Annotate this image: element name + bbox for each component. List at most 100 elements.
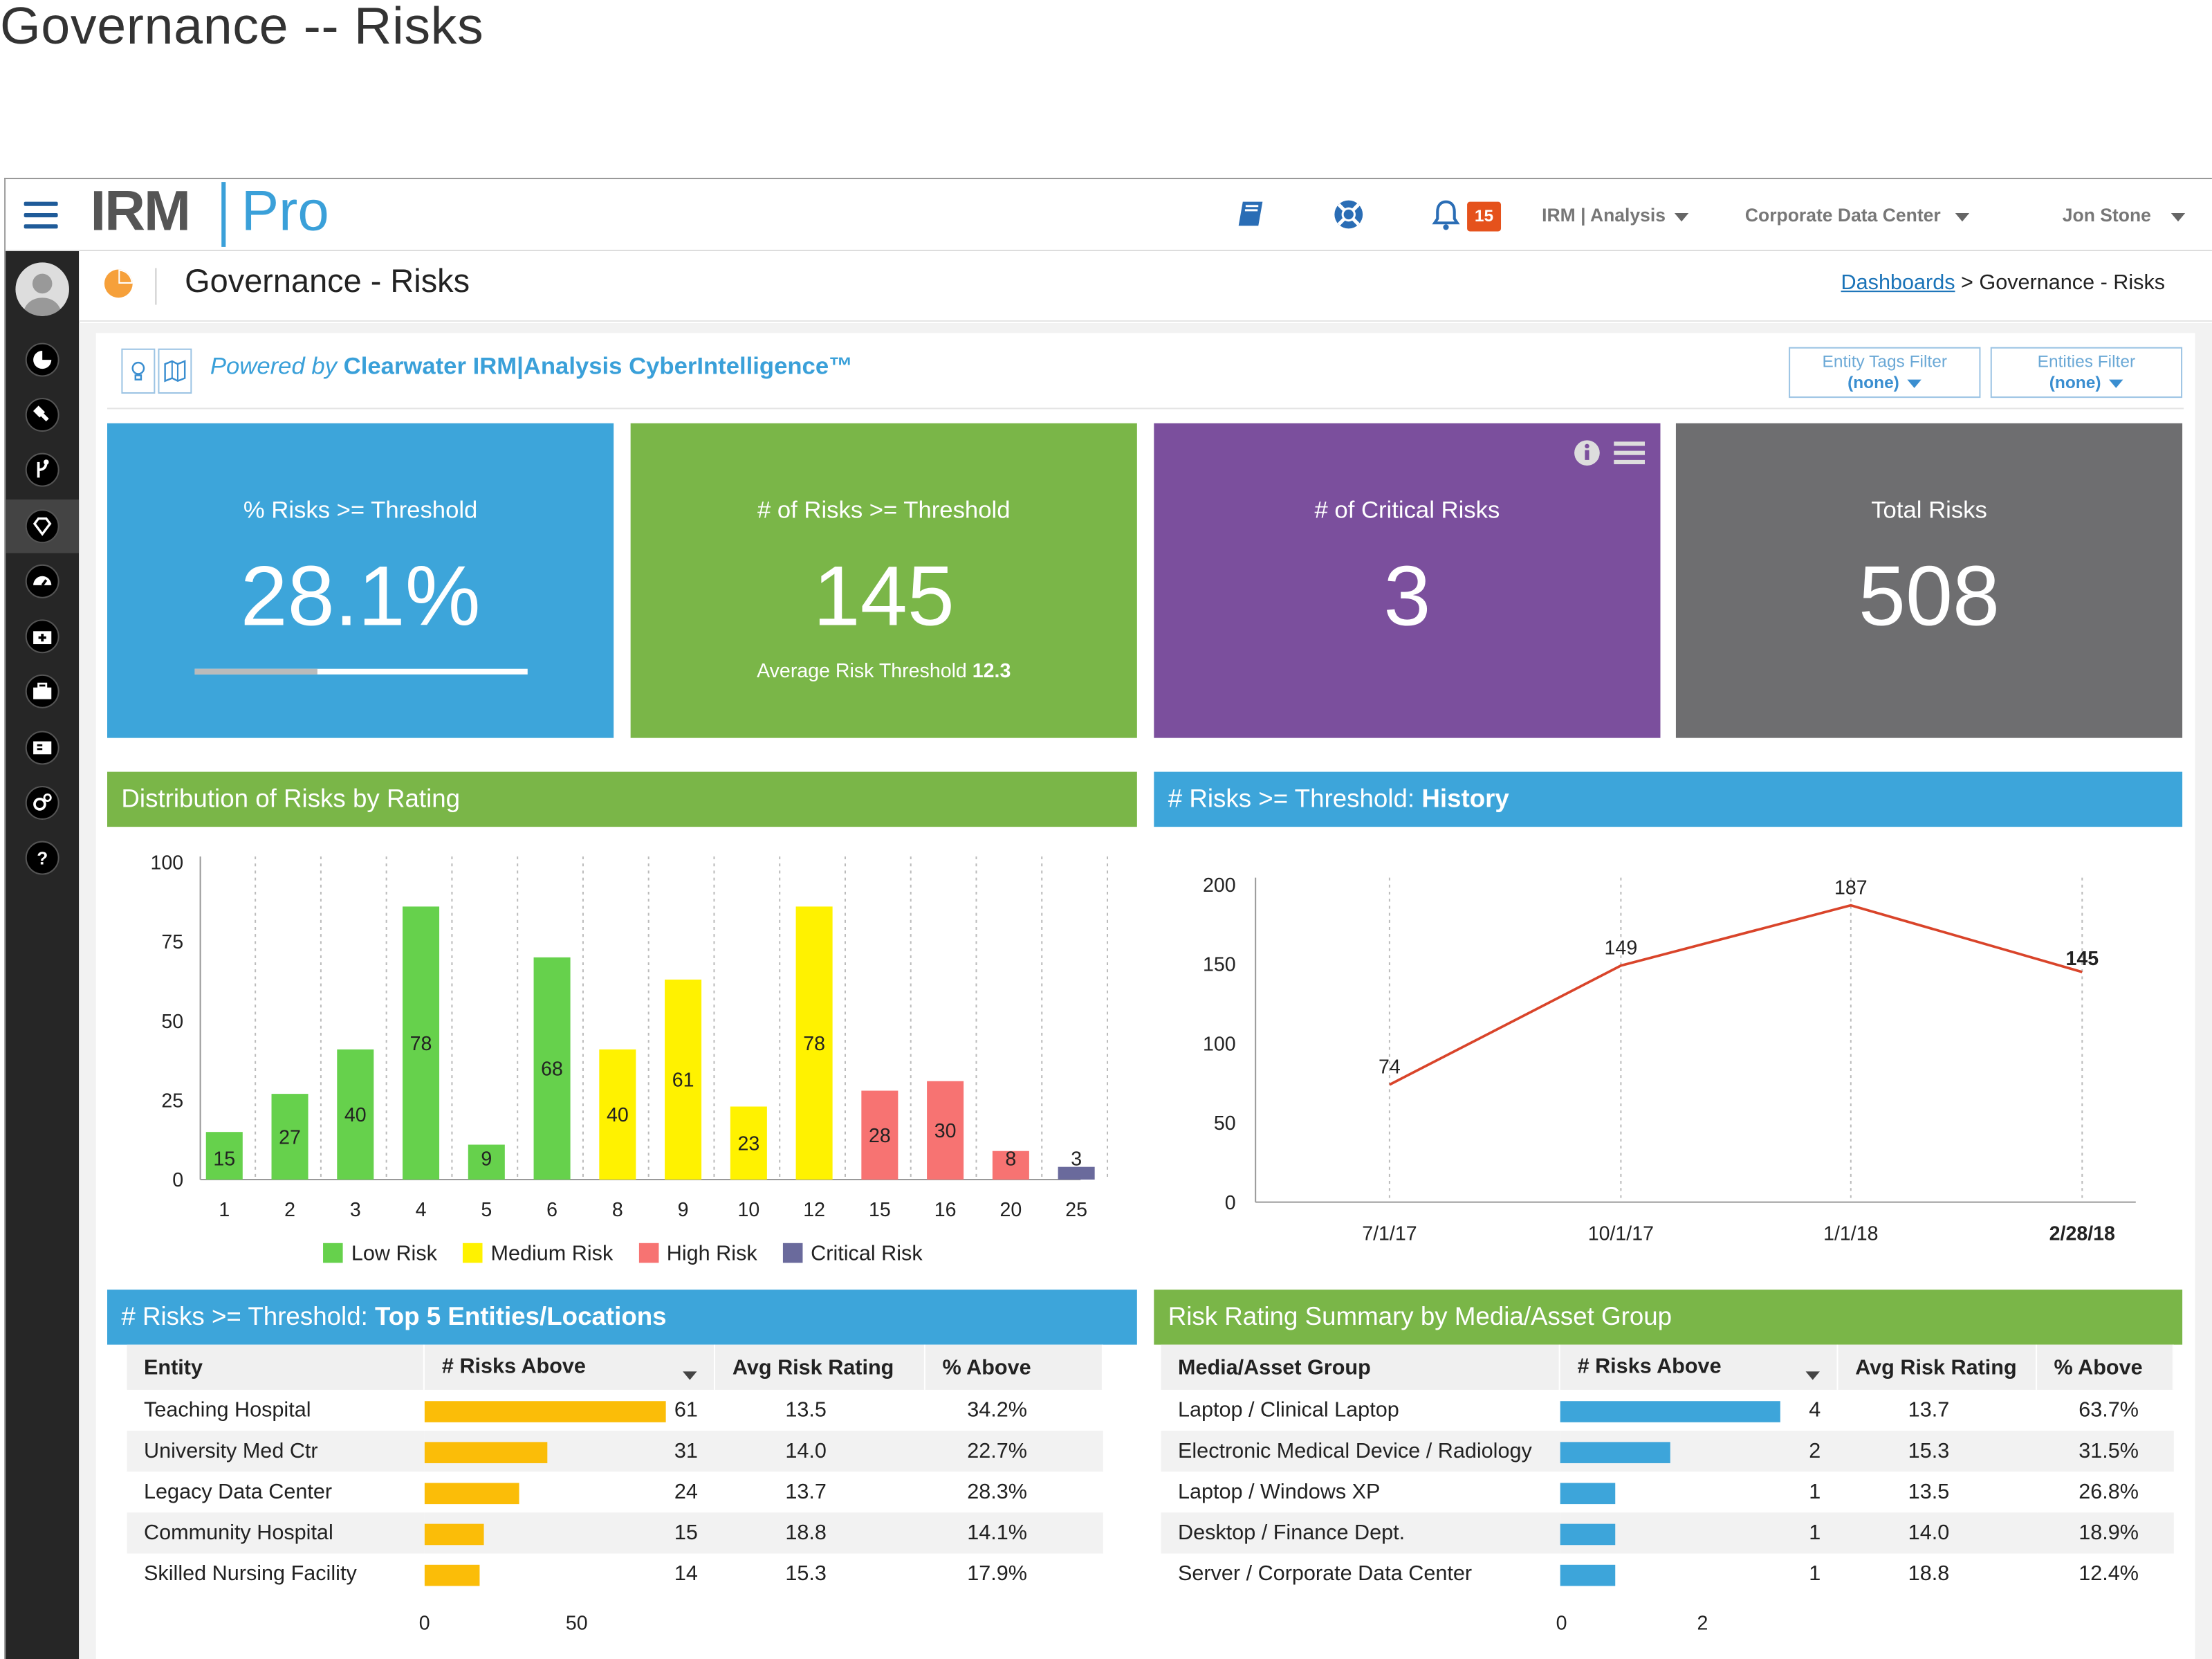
column-header-avg-rating[interactable]: Avg Risk Rating — [1837, 1344, 2038, 1390]
column-header-label: # Risks Above — [1577, 1354, 1722, 1379]
info-icon[interactable] — [1573, 439, 1601, 467]
cell-avg: 14.0 — [715, 1431, 925, 1472]
bar[interactable] — [271, 1094, 308, 1180]
bar[interactable] — [468, 1144, 505, 1180]
count-label: 61 — [674, 1398, 698, 1422]
bar-data-label: 61 — [672, 1070, 694, 1092]
bar-data-label: 68 — [541, 1058, 563, 1081]
map-icon[interactable] — [158, 348, 192, 394]
bar[interactable] — [403, 906, 440, 1180]
x-tick-label: 5 — [481, 1199, 492, 1221]
user-menu[interactable]: Jon Stone — [2063, 205, 2185, 226]
lifebuoy-icon[interactable] — [1331, 198, 1365, 232]
entities-filter[interactable]: Entities Filter (none) — [1990, 347, 2183, 398]
legend-item[interactable]: Low Risk — [323, 1241, 437, 1266]
tile-total-risks[interactable]: Total Risks 508 — [1675, 423, 2183, 738]
sidebar-gauge-icon[interactable] — [25, 564, 59, 598]
table-row[interactable]: Laptop / Clinical Laptop 4 13.7 63.7% — [1161, 1390, 2173, 1431]
cell-avg: 13.5 — [785, 1398, 827, 1422]
cell-bar-count: 24 — [424, 1472, 715, 1512]
column-header-pct-above[interactable]: % Above — [2036, 1344, 2174, 1390]
cell-bar-count: 2 — [1560, 1431, 1838, 1472]
entity-tags-filter[interactable]: Entity Tags Filter (none) — [1789, 347, 1981, 398]
bar[interactable] — [205, 1132, 243, 1180]
tile-label: # of Critical Risks — [1314, 496, 1500, 524]
tile-risks-threshold-count[interactable]: # of Risks >= Threshold 145 Average Risk… — [630, 423, 1137, 738]
count-label: 1 — [1809, 1521, 1821, 1546]
sidebar-idcard-icon[interactable] — [25, 731, 59, 765]
app-frame — [4, 177, 2212, 1659]
bar[interactable] — [665, 979, 702, 1180]
table-row[interactable]: Electronic Medical Device / Radiology 2 15… — [1161, 1431, 2173, 1472]
history-chart: 0 50 100 150 200 74 7/1/17 149 10/1/17 187 1/1/18 1… — [1203, 874, 2136, 1245]
location-menu[interactable]: Corporate Data Center — [1745, 205, 1969, 226]
tile-pct-risks-threshold[interactable]: % Risks >= Threshold 28.1% — [107, 423, 614, 738]
column-header-pct-above[interactable]: % Above — [925, 1344, 1103, 1390]
column-header-media-group[interactable]: Media/Asset Group — [1161, 1344, 1561, 1390]
sidebar-help-icon[interactable]: ? — [25, 841, 59, 875]
breadcrumb-dashboards-link[interactable]: Dashboards — [1841, 271, 1955, 295]
legend-item[interactable]: High Risk — [638, 1242, 757, 1265]
chevron-down-icon — [2109, 379, 2124, 388]
sidebar-briefcase-icon[interactable] — [25, 674, 59, 708]
x-tick-label: 2 — [284, 1199, 295, 1221]
sidebar-branch-icon[interactable] — [25, 452, 59, 487]
table-row[interactable]: Desktop / Finance Dept. 1 14.0 18.9% — [1161, 1512, 2173, 1554]
lightbulb-icon[interactable] — [121, 348, 156, 394]
bar[interactable] — [861, 1090, 898, 1180]
avatar[interactable] — [15, 262, 69, 316]
sidebar-medkit-icon[interactable] — [25, 619, 59, 654]
column-header-risks-above[interactable]: # Risks Above — [424, 1344, 716, 1390]
sidebar-diamond-icon[interactable] — [25, 509, 59, 544]
bar-data-label: 23 — [737, 1133, 759, 1155]
svg-text:?: ? — [37, 847, 48, 868]
cell-pct: 14.1% — [925, 1512, 1103, 1554]
table-row[interactable]: Skilled Nursing Facility 14 15.3 17.9% — [127, 1553, 1103, 1594]
table-row[interactable]: Legacy Data Center 24 13.7 28.3% — [127, 1472, 1103, 1512]
bar[interactable] — [533, 957, 571, 1180]
cell-name: Desktop / Finance Dept. — [1161, 1512, 1560, 1554]
book-icon[interactable] — [1236, 198, 1270, 232]
tile-critical-risks[interactable]: # of Critical Risks 3 — [1154, 423, 1661, 738]
point-data-label: 149 — [1605, 937, 1638, 959]
cell-name: Legacy Data Center — [144, 1480, 333, 1505]
pie-chart-icon — [104, 269, 133, 298]
column-header-entity[interactable]: Entity — [127, 1344, 425, 1390]
column-header-risks-above[interactable]: # Risks Above — [1560, 1344, 1838, 1390]
bar-data-label: 30 — [934, 1120, 957, 1142]
cell-avg: 18.8 — [715, 1512, 925, 1554]
table-row[interactable]: Laptop / Windows XP 1 13.5 26.8% — [1161, 1472, 2173, 1512]
user-menu-label: Jon Stone — [2062, 204, 2151, 226]
legend-item[interactable]: Critical Risk — [782, 1242, 923, 1265]
series-line[interactable] — [1389, 904, 2083, 1086]
legend-label: Low Risk — [351, 1241, 437, 1266]
analysis-menu[interactable]: IRM | Analysis — [1542, 205, 1688, 226]
bar[interactable] — [1058, 1166, 1095, 1180]
menu-icon[interactable] — [1614, 440, 1646, 466]
point-data-label: 187 — [1834, 877, 1868, 899]
x-tick-label: 25 — [1065, 1199, 1087, 1221]
sidebar-gavel-icon[interactable] — [25, 398, 59, 432]
sidebar-pie-icon[interactable] — [25, 342, 59, 377]
cell-avg: 15.3 — [785, 1561, 827, 1586]
table-row[interactable]: University Med Ctr 31 14.0 22.7% — [127, 1431, 1103, 1472]
cell-pct: 31.5% — [2036, 1431, 2173, 1472]
bar[interactable] — [927, 1081, 964, 1180]
entities-filter-value: (none) — [2049, 372, 2101, 392]
cell-pct: 22.7% — [925, 1431, 1103, 1472]
bar[interactable] — [795, 906, 833, 1180]
column-header-avg-rating[interactable]: Avg Risk Rating — [715, 1344, 926, 1390]
legend-swatch — [638, 1243, 658, 1263]
notification-badge[interactable]: 15 — [1467, 201, 1502, 232]
bar[interactable] — [337, 1049, 374, 1180]
bell-icon[interactable] — [1429, 198, 1463, 232]
hamburger-menu-icon[interactable] — [24, 201, 58, 230]
table-row[interactable]: Server / Corporate Data Center 1 18.8 12.4% — [1161, 1553, 2173, 1594]
bar[interactable] — [599, 1049, 636, 1180]
bar[interactable] — [730, 1106, 767, 1180]
sidebar-gears-icon[interactable] — [25, 786, 59, 820]
bar[interactable] — [992, 1151, 1029, 1180]
table-row[interactable]: Teaching Hospital 61 13.5 34.2% — [127, 1390, 1103, 1431]
legend-item[interactable]: Medium Risk — [462, 1242, 613, 1265]
table-row[interactable]: Community Hospital 15 18.8 14.1% — [127, 1512, 1103, 1554]
